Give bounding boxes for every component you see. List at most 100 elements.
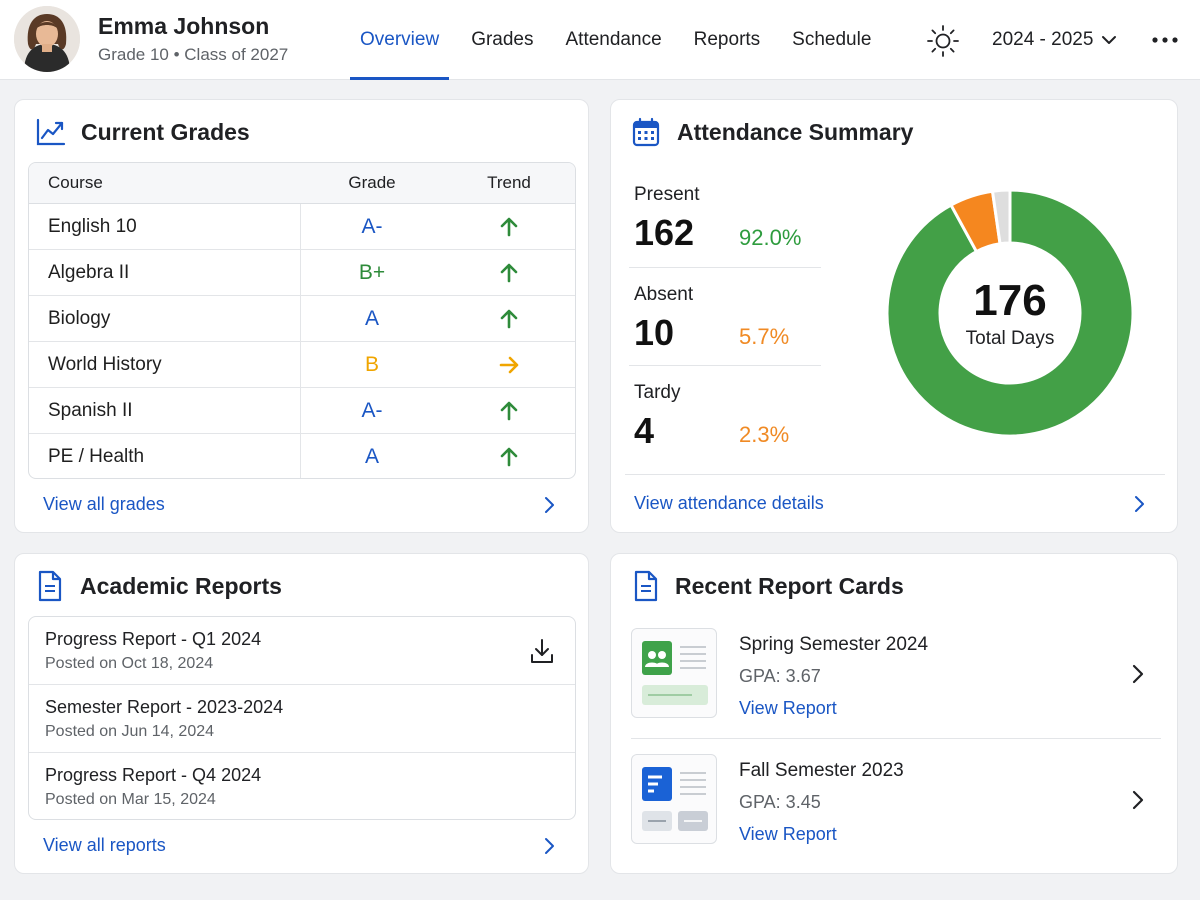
report-card-item[interactable]: Fall Semester 2023 GPA: 3.45 View Report xyxy=(631,754,1161,858)
avatar[interactable] xyxy=(14,6,80,72)
tardy-slice xyxy=(990,188,1012,246)
top-header: Emma Johnson Grade 10 • Class of 2027 Ov… xyxy=(0,0,1200,80)
course-grade: A- xyxy=(361,398,383,422)
school-year-select[interactable]: 2024 - 2025 xyxy=(992,29,1117,51)
avatar-image xyxy=(14,6,80,72)
absent-count: 10 xyxy=(634,312,675,353)
chevron-right-icon[interactable] xyxy=(1131,664,1145,684)
course-grade: A xyxy=(364,306,379,330)
table-row[interactable]: Biology A xyxy=(29,296,575,342)
trend-up-icon xyxy=(443,296,575,341)
report-title: Progress Report - Q1 2024 xyxy=(45,629,262,649)
divider xyxy=(629,365,821,366)
card-title: Attendance Summary xyxy=(677,119,914,145)
trend-flat-icon xyxy=(443,342,575,387)
people-document-icon xyxy=(642,641,708,705)
attendance-summary-card: Attendance Summary Present 162 92.0% Abs… xyxy=(610,99,1178,533)
card-title: Current Grades xyxy=(81,119,250,145)
table-row[interactable]: English 10 A- xyxy=(29,204,575,250)
sun-icon[interactable] xyxy=(926,24,960,58)
present-slice xyxy=(885,188,1135,438)
table-row[interactable]: World History B xyxy=(29,342,575,388)
tab-grades[interactable]: Grades xyxy=(471,29,534,50)
course-grade: A- xyxy=(361,214,383,238)
calendar-icon xyxy=(632,117,660,147)
present-count: 162 xyxy=(634,212,695,253)
view-report-link[interactable]: View Report xyxy=(739,824,837,844)
report-card-thumbnail xyxy=(631,628,717,718)
report-card-gpa: GPA: 3.45 xyxy=(739,792,821,812)
table-row[interactable]: PE / Health A xyxy=(29,434,575,478)
table-header: Course Grade Trend xyxy=(29,163,575,204)
course-name: English 10 xyxy=(29,204,301,249)
tab-attendance[interactable]: Attendance xyxy=(565,29,662,50)
trend-chart-icon xyxy=(36,118,66,146)
arrow-up-icon xyxy=(500,401,518,420)
list-item[interactable]: Semester Report - 2023-2024 Posted on Ju… xyxy=(29,685,575,753)
absent-percent: 5.7% xyxy=(739,324,790,349)
grades-table: Course Grade Trend English 10 A- Algebra I… xyxy=(28,162,576,479)
tab-overview[interactable]: Overview xyxy=(350,0,450,80)
student-subtitle: Grade 10 • Class of 2027 xyxy=(98,45,289,64)
table-row[interactable]: Spanish II A- xyxy=(29,388,575,434)
tardy-label: Tardy xyxy=(634,382,681,403)
arrow-up-icon xyxy=(500,263,518,282)
view-attendance-details-link[interactable]: View attendance details xyxy=(634,493,824,513)
course-grade: B xyxy=(364,352,379,376)
current-grades-card: Current Grades Course Grade Trend Englis… xyxy=(14,99,589,533)
download-icon[interactable] xyxy=(529,637,555,665)
course-name: PE / Health xyxy=(29,434,301,478)
attendance-donut-chart xyxy=(885,188,1135,438)
view-all-grades-link[interactable]: View all grades xyxy=(43,494,165,514)
more-horizontal-icon[interactable] xyxy=(1150,26,1180,54)
chevron-right-icon[interactable] xyxy=(1133,495,1145,513)
trend-up-icon xyxy=(443,434,575,478)
course-name: Biology xyxy=(29,296,301,341)
total-days-label: Total Days xyxy=(965,328,1055,349)
report-date: Posted on Oct 18, 2024 xyxy=(45,655,214,672)
arrow-right-icon xyxy=(499,356,519,373)
reports-list: Progress Report - Q1 2024 Posted on Oct … xyxy=(28,616,576,820)
report-card-title: Spring Semester 2024 xyxy=(739,634,929,655)
tab-reports[interactable]: Reports xyxy=(693,29,761,50)
course-name: Algebra II xyxy=(29,250,301,295)
report-title: Semester Report - 2023-2024 xyxy=(45,697,284,717)
report-card-title: Fall Semester 2023 xyxy=(739,760,904,781)
column-header-grade: Grade xyxy=(348,173,396,192)
table-row[interactable]: Algebra II B+ xyxy=(29,250,575,296)
arrow-up-icon xyxy=(500,447,518,467)
view-report-link[interactable]: View Report xyxy=(739,698,837,718)
school-year-value: 2024 - 2025 xyxy=(992,29,1094,50)
divider xyxy=(629,267,821,268)
student-name: Emma Johnson xyxy=(98,13,270,39)
chevron-down-icon xyxy=(1102,36,1117,44)
report-date: Posted on Jun 14, 2024 xyxy=(45,723,215,740)
column-header-trend: Trend xyxy=(487,173,531,192)
grade-rows: English 10 A- Algebra II B+ Biology A World Hi… xyxy=(29,204,575,478)
arrow-up-icon xyxy=(500,217,518,236)
report-card-item[interactable]: Spring Semester 2024 GPA: 3.67 View Repo… xyxy=(631,628,1161,732)
list-item[interactable]: Progress Report - Q4 2024 Posted on Mar … xyxy=(29,753,575,819)
chevron-right-icon[interactable] xyxy=(543,496,555,514)
main-tabs: Overview Grades Attendance Reports Sched… xyxy=(350,0,893,80)
list-item[interactable]: Progress Report - Q1 2024 Posted on Oct … xyxy=(29,617,575,685)
academic-reports-card: Academic Reports Progress Report - Q1 20… xyxy=(14,553,589,874)
tardy-percent: 2.3% xyxy=(739,422,790,447)
chevron-right-icon[interactable] xyxy=(1131,790,1145,810)
chevron-right-icon[interactable] xyxy=(543,837,555,855)
divider xyxy=(631,738,1161,739)
card-title: Academic Reports xyxy=(80,573,282,599)
course-grade: A xyxy=(364,445,379,468)
present-percent: 92.0% xyxy=(739,225,802,250)
recent-report-cards-card: Recent Report Cards Spring Semester 2024… xyxy=(610,553,1178,874)
card-title: Recent Report Cards xyxy=(675,573,904,599)
total-days-value: 176 xyxy=(973,276,1047,325)
arrow-up-icon xyxy=(500,309,518,328)
present-label: Present xyxy=(634,184,700,205)
document-icon xyxy=(38,570,62,602)
course-name: Spanish II xyxy=(29,388,301,433)
tab-schedule[interactable]: Schedule xyxy=(792,29,872,50)
view-all-reports-link[interactable]: View all reports xyxy=(43,835,166,855)
trend-up-icon xyxy=(443,388,575,433)
tardy-count: 4 xyxy=(634,410,655,451)
